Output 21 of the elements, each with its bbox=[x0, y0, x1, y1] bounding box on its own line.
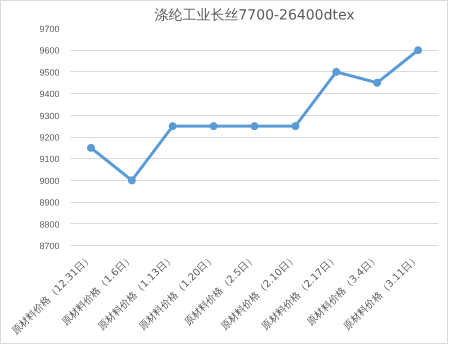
point bbox=[291, 122, 300, 130]
chart-title: 涤纶工业长丝7700-26400dtex bbox=[154, 8, 355, 24]
point bbox=[332, 68, 340, 76]
y-tick-label: 8700 bbox=[39, 241, 60, 251]
y-tick-label: 8900 bbox=[39, 198, 60, 208]
y-tick-label: 9100 bbox=[39, 154, 60, 164]
y-tick-label: 8800 bbox=[39, 219, 60, 230]
y-tick-label: 9200 bbox=[39, 132, 60, 142]
point bbox=[86, 144, 95, 152]
point bbox=[168, 122, 177, 130]
point bbox=[250, 122, 258, 130]
y-tick-label: 9400 bbox=[39, 89, 60, 100]
point bbox=[128, 176, 136, 184]
point bbox=[373, 78, 382, 87]
y-tick-label: 9300 bbox=[39, 110, 60, 121]
point bbox=[210, 122, 218, 130]
y-tick-label: 9000 bbox=[39, 176, 60, 186]
y-tick-label: 9700 bbox=[39, 24, 60, 34]
point bbox=[414, 46, 422, 54]
y-tick-label: 9600 bbox=[39, 46, 60, 56]
y-tick-label: 9500 bbox=[39, 67, 60, 78]
